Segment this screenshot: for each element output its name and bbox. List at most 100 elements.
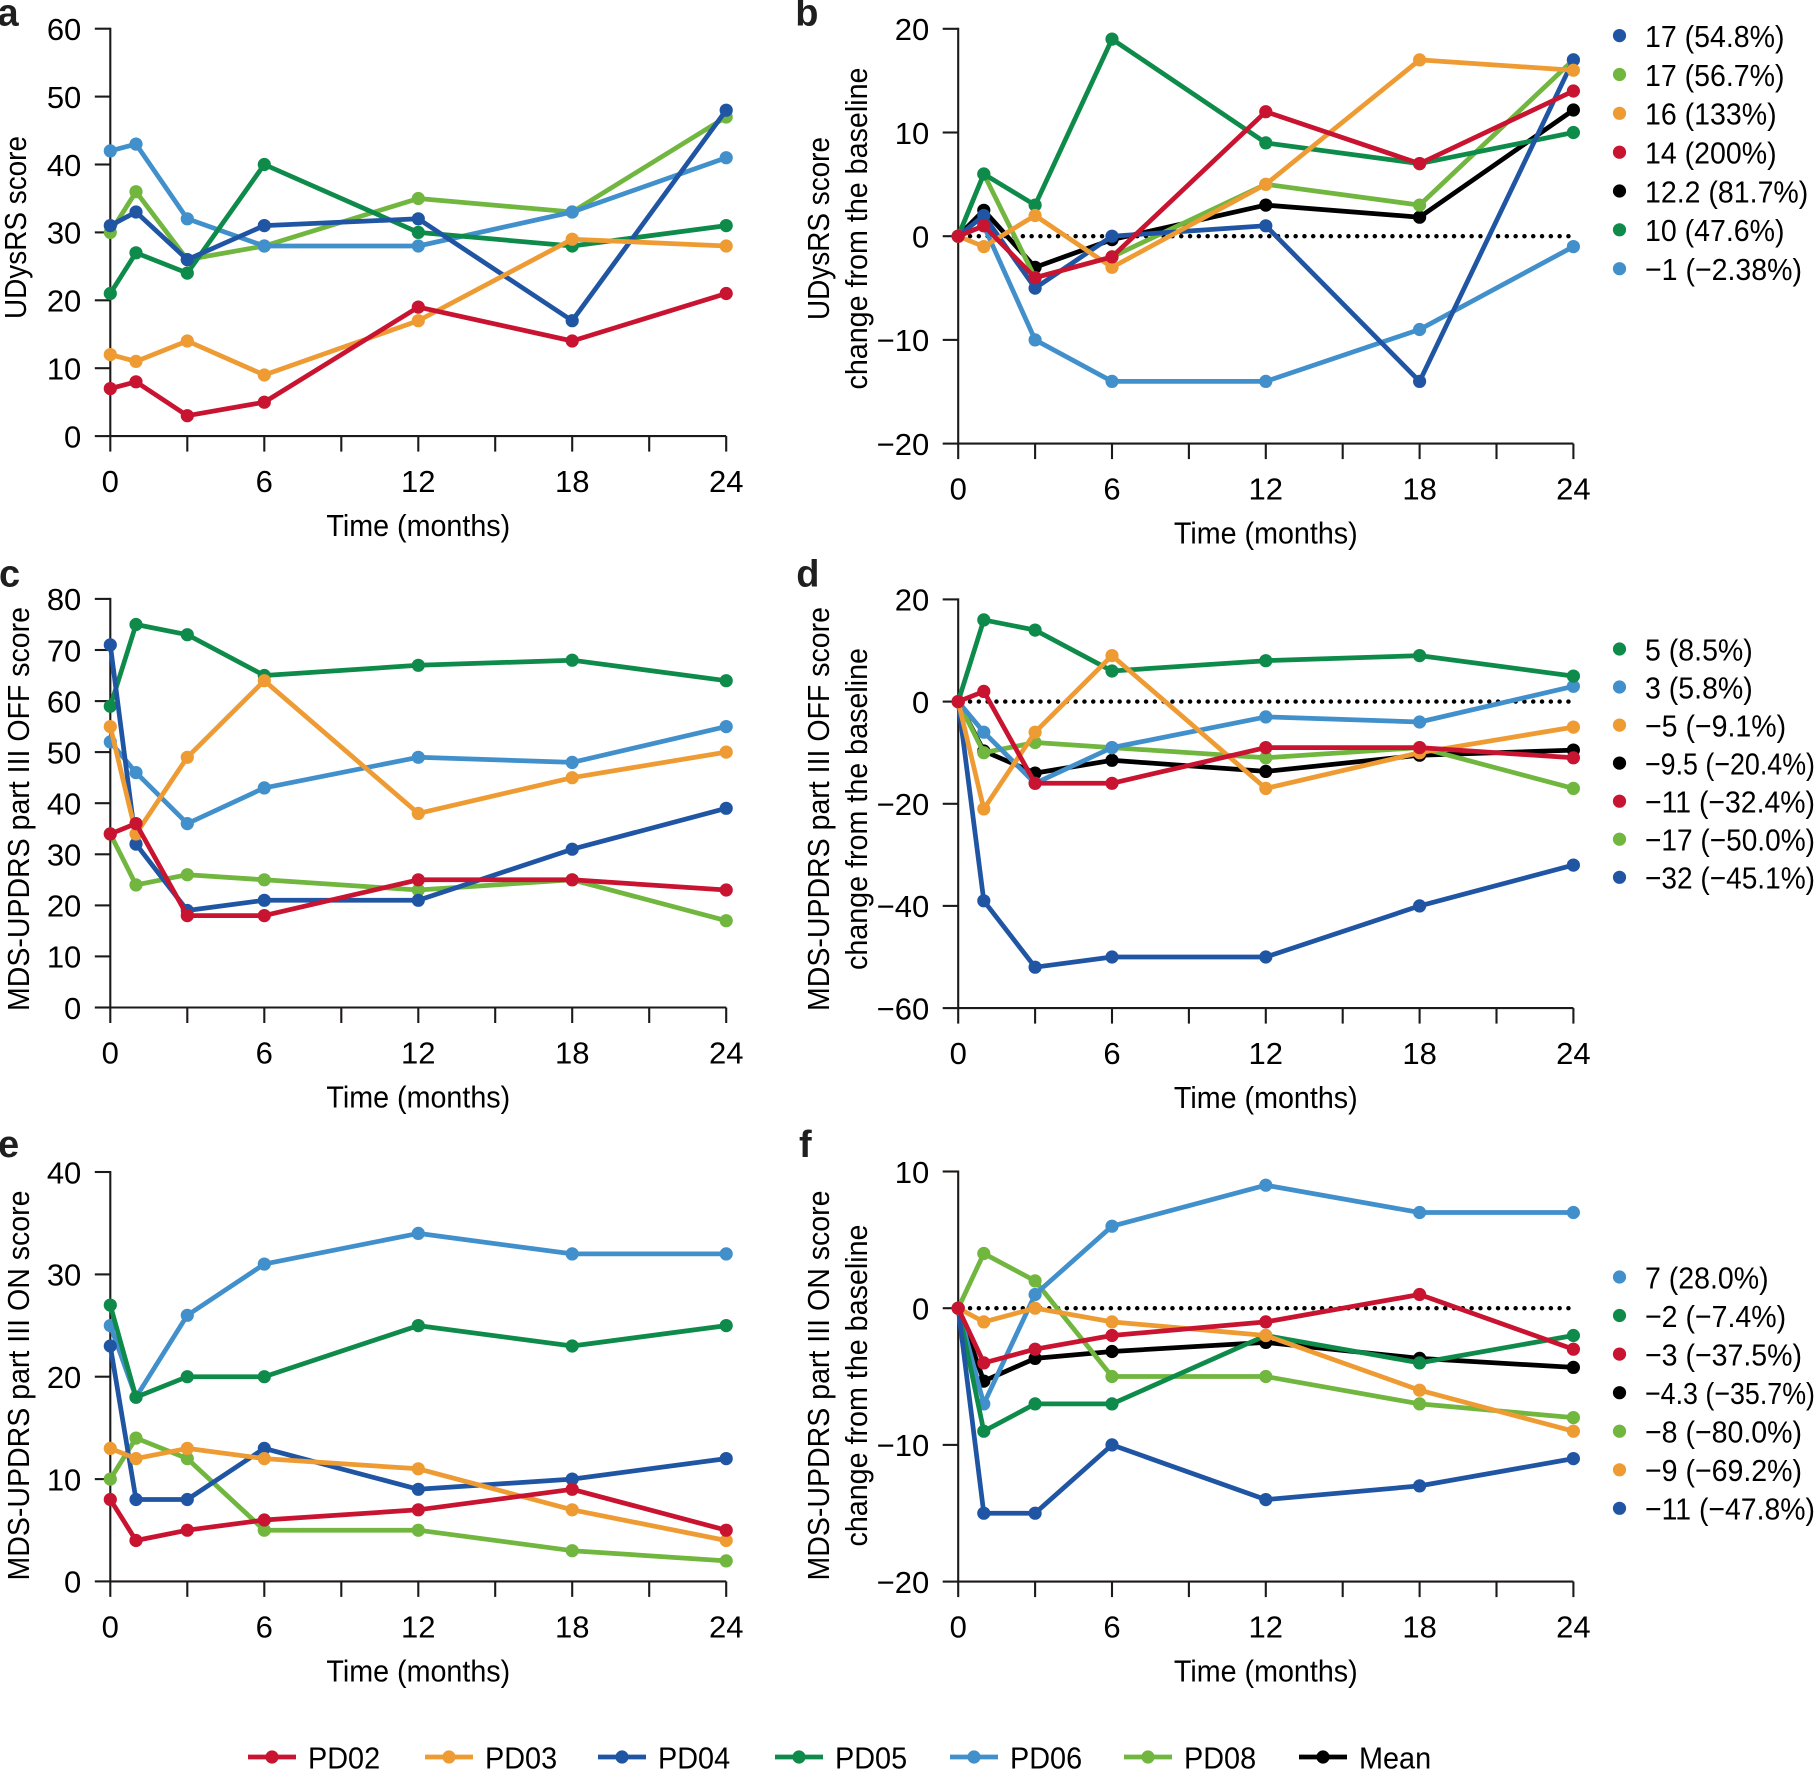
svg-text:6: 6 (1103, 1036, 1120, 1071)
svg-text:UDysRS score: UDysRS score (801, 137, 836, 320)
svg-text:−20: −20 (877, 427, 930, 462)
svg-text:3 (5.8%): 3 (5.8%) (1645, 670, 1753, 705)
svg-text:−60: −60 (877, 991, 930, 1026)
svg-text:24: 24 (709, 1036, 743, 1071)
svg-text:−20: −20 (877, 787, 930, 822)
svg-text:change from the baseline: change from the baseline (839, 1225, 874, 1547)
svg-text:20: 20 (47, 284, 81, 319)
svg-text:70: 70 (47, 633, 81, 668)
svg-text:6: 6 (256, 464, 273, 499)
svg-text:MDS-UPDRS part III ON score: MDS-UPDRS part III ON score (801, 1191, 836, 1581)
svg-text:24: 24 (1556, 472, 1590, 507)
svg-text:MDS-UPDRS part III OFF score: MDS-UPDRS part III OFF score (801, 607, 836, 1011)
svg-text:50: 50 (47, 735, 81, 770)
svg-text:20: 20 (895, 12, 929, 47)
svg-text:Time (months): Time (months) (326, 1653, 510, 1688)
svg-text:0: 0 (64, 419, 81, 454)
svg-text:Time (months): Time (months) (1174, 516, 1358, 551)
svg-text:12: 12 (1249, 472, 1283, 507)
svg-text:5 (8.5%): 5 (8.5%) (1645, 632, 1753, 667)
svg-text:12: 12 (1249, 1610, 1283, 1645)
svg-text:24: 24 (1556, 1036, 1590, 1071)
svg-text:6: 6 (256, 1036, 273, 1071)
svg-text:MDS-UPDRS part III OFF score: MDS-UPDRS part III OFF score (1, 607, 36, 1011)
svg-text:−10: −10 (877, 1428, 930, 1463)
svg-text:PD02: PD02 (308, 1740, 380, 1771)
svg-text:PD06: PD06 (1010, 1740, 1082, 1771)
svg-text:0: 0 (102, 1609, 119, 1644)
svg-text:18: 18 (555, 1036, 589, 1071)
svg-text:60: 60 (47, 684, 81, 719)
svg-text:24: 24 (709, 464, 743, 499)
svg-text:12.2 (81.7%): 12.2 (81.7%) (1645, 174, 1808, 209)
svg-text:0: 0 (950, 1036, 967, 1071)
svg-text:UDysRS score: UDysRS score (0, 136, 33, 319)
svg-text:−2 (−7.4%): −2 (−7.4%) (1645, 1299, 1786, 1334)
svg-text:10 (47.6%): 10 (47.6%) (1645, 213, 1785, 248)
svg-text:60: 60 (47, 12, 81, 47)
svg-text:−9 (−69.2%): −9 (−69.2%) (1645, 1453, 1802, 1488)
svg-text:6: 6 (256, 1609, 273, 1644)
svg-text:Time (months): Time (months) (1174, 1654, 1358, 1689)
svg-text:14 (200%): 14 (200%) (1645, 136, 1777, 171)
svg-text:d: d (796, 554, 819, 596)
svg-text:change from the baseline: change from the baseline (839, 68, 874, 390)
svg-text:0: 0 (912, 220, 929, 255)
svg-text:17 (56.7%): 17 (56.7%) (1645, 58, 1785, 93)
svg-text:−32 (−45.1%): −32 (−45.1%) (1645, 861, 1815, 896)
svg-text:0: 0 (64, 991, 81, 1026)
svg-text:24: 24 (709, 1609, 743, 1644)
svg-text:−1 (−2.38%): −1 (−2.38%) (1645, 252, 1802, 287)
svg-text:18: 18 (555, 464, 589, 499)
svg-text:18: 18 (1402, 472, 1436, 507)
svg-text:PD08: PD08 (1184, 1740, 1256, 1771)
svg-text:0: 0 (912, 1292, 929, 1327)
svg-text:change from the baseline: change from the baseline (839, 648, 874, 970)
svg-text:40: 40 (47, 148, 81, 183)
svg-text:PD04: PD04 (658, 1740, 730, 1771)
svg-text:Time (months): Time (months) (1174, 1080, 1358, 1115)
svg-text:10: 10 (895, 116, 929, 151)
svg-text:6: 6 (1103, 472, 1120, 507)
svg-text:0: 0 (950, 1610, 967, 1645)
svg-text:−20: −20 (877, 1565, 930, 1600)
svg-text:18: 18 (1402, 1036, 1436, 1071)
svg-text:−8 (−80.0%): −8 (−80.0%) (1645, 1415, 1802, 1450)
svg-text:12: 12 (401, 464, 435, 499)
svg-text:0: 0 (64, 1565, 81, 1600)
svg-text:10: 10 (47, 940, 81, 975)
svg-text:0: 0 (102, 464, 119, 499)
svg-text:b: b (795, 0, 818, 35)
svg-text:30: 30 (47, 838, 81, 873)
svg-text:−17 (−50.0%): −17 (−50.0%) (1645, 823, 1815, 858)
svg-text:24: 24 (1556, 1610, 1590, 1645)
svg-text:20: 20 (47, 1360, 81, 1395)
svg-text:6: 6 (1103, 1610, 1120, 1645)
svg-text:12: 12 (401, 1609, 435, 1644)
svg-text:0: 0 (102, 1036, 119, 1071)
svg-text:c: c (0, 554, 20, 596)
svg-text:−4.3 (−35.7%): −4.3 (−35.7%) (1645, 1376, 1815, 1411)
svg-text:7 (28.0%): 7 (28.0%) (1645, 1260, 1769, 1295)
svg-text:12: 12 (1249, 1036, 1283, 1071)
svg-text:−3 (−37.5%): −3 (−37.5%) (1645, 1337, 1802, 1372)
svg-text:Mean: Mean (1359, 1740, 1431, 1771)
svg-text:50: 50 (47, 80, 81, 115)
svg-text:0: 0 (912, 685, 929, 720)
svg-text:40: 40 (47, 787, 81, 822)
svg-text:20: 20 (895, 583, 929, 618)
svg-text:Time (months): Time (months) (326, 508, 510, 543)
svg-text:e: e (0, 1124, 19, 1166)
svg-text:10: 10 (47, 352, 81, 387)
svg-text:−9.5 (−20.4%): −9.5 (−20.4%) (1645, 746, 1815, 781)
svg-text:PD05: PD05 (835, 1740, 907, 1771)
svg-text:Time (months): Time (months) (326, 1080, 510, 1115)
svg-text:10: 10 (895, 1155, 929, 1190)
svg-text:80: 80 (47, 582, 81, 617)
svg-text:a: a (0, 0, 20, 35)
svg-text:12: 12 (401, 1036, 435, 1071)
svg-text:−10: −10 (877, 323, 930, 358)
svg-text:0: 0 (950, 472, 967, 507)
svg-text:16 (133%): 16 (133%) (1645, 97, 1777, 132)
svg-text:20: 20 (47, 889, 81, 924)
